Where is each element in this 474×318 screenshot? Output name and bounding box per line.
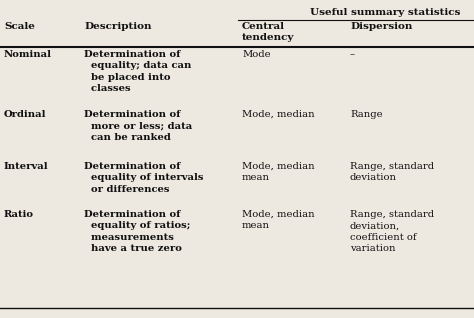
Text: –: – [350, 50, 355, 59]
Text: Determination of
  equality of intervals
  or differences: Determination of equality of intervals o… [84, 162, 203, 194]
Text: Ordinal: Ordinal [4, 110, 46, 119]
Text: Mode: Mode [242, 50, 271, 59]
Text: Range, standard
deviation,
coefficient of
variation: Range, standard deviation, coefficient o… [350, 210, 434, 253]
Text: Range: Range [350, 110, 383, 119]
Text: Interval: Interval [4, 162, 49, 171]
Text: Useful summary statistics: Useful summary statistics [310, 8, 460, 17]
Text: Scale: Scale [4, 22, 35, 31]
Text: Central
tendency: Central tendency [242, 22, 294, 42]
Text: Mode, median
mean: Mode, median mean [242, 210, 315, 231]
Text: Ratio: Ratio [4, 210, 34, 219]
Text: Mode, median: Mode, median [242, 110, 315, 119]
Text: Determination of
  more or less; data
  can be ranked: Determination of more or less; data can … [84, 110, 192, 142]
Text: Dispersion: Dispersion [350, 22, 412, 31]
Text: Description: Description [84, 22, 152, 31]
Text: Determination of
  equality of ratios;
  measurements
  have a true zero: Determination of equality of ratios; mea… [84, 210, 191, 253]
Text: Determination of
  equality; data can
  be placed into
  classes: Determination of equality; data can be p… [84, 50, 191, 93]
Text: Nominal: Nominal [4, 50, 52, 59]
Text: Mode, median
mean: Mode, median mean [242, 162, 315, 183]
Text: Range, standard
deviation: Range, standard deviation [350, 162, 434, 183]
